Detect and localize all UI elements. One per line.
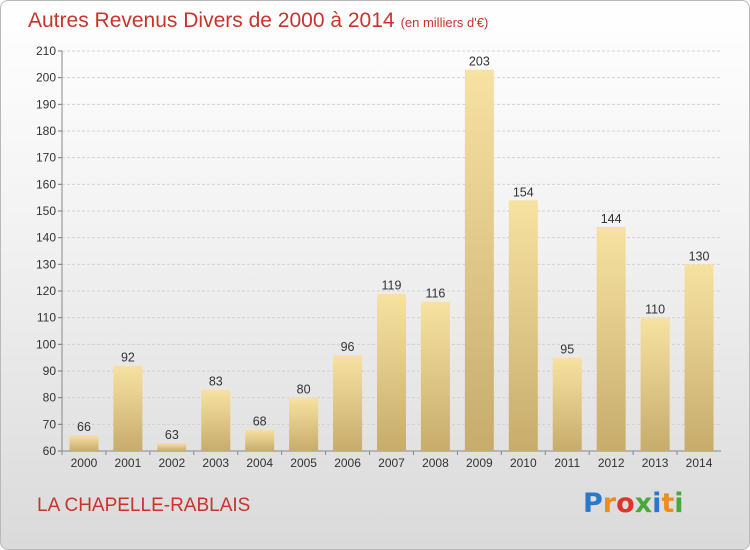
y-tick-label: 70 [43,417,57,431]
commune-name: LA CHAPELLE-RABLAIS [37,495,251,516]
y-tick-label: 90 [43,364,57,378]
logo-letter: i [674,488,684,519]
x-tick-label: 2000 [71,456,98,470]
proxiti-logo: Proxiti [583,488,684,519]
bar-2000 [69,435,99,451]
y-tick-label: 200 [36,71,56,85]
value-label: 110 [645,303,665,317]
value-label: 96 [341,340,355,354]
x-tick-label: 2009 [466,456,493,470]
bar-2002 [157,443,187,451]
value-label: 154 [513,185,534,199]
bar-2013 [640,317,670,451]
bar-2010 [508,200,538,451]
bar-2008 [420,301,450,451]
bar-2005 [289,397,319,451]
bar-2011 [552,357,582,451]
y-tick-label: 100 [36,337,56,351]
y-tick-label: 180 [36,124,56,138]
x-tick-label: 2008 [422,456,449,470]
value-label: 144 [601,212,622,226]
value-label: 80 [297,383,311,397]
x-tick-label: 2004 [246,456,273,470]
logo-letter: x [634,488,653,519]
bar-2014 [684,264,714,451]
x-tick-label: 2002 [158,456,185,470]
bar-2007 [377,293,406,451]
y-tick-label: 130 [36,257,56,271]
bar-2009 [464,69,494,452]
x-tick-label: 2013 [642,456,669,470]
y-tick-label: 110 [37,311,56,325]
value-label: 203 [469,55,490,69]
bar-2001 [113,365,143,451]
x-tick-label: 2007 [378,456,405,470]
logo-letter: i [652,488,662,519]
x-tick-label: 2006 [334,456,361,470]
x-tick-label: 2005 [290,456,317,470]
value-label: 119 [382,279,402,293]
value-label: 92 [121,351,135,365]
x-tick-label: 2014 [686,456,713,470]
y-tick-label: 120 [36,284,56,298]
y-tick-label: 210 [36,44,56,58]
logo-letter: o [616,488,635,519]
title-text: Autres Revenus Divers de 2000 à 2014 [28,9,395,32]
bar-2003 [201,389,231,451]
logo-letter: P [583,488,603,519]
x-tick-label: 2003 [202,456,229,470]
value-label: 116 [425,287,445,301]
x-tick-label: 2010 [510,456,537,470]
bar-2012 [596,227,626,451]
x-tick-label: 2011 [554,456,580,470]
bar-2004 [245,429,275,451]
x-tick-label: 2012 [598,456,625,470]
value-label: 66 [77,420,91,434]
y-tick-label: 190 [36,97,56,111]
x-tick-label: 2001 [115,456,142,470]
y-tick-label: 80 [43,391,57,405]
bar-2006 [333,355,363,451]
y-tick-label: 170 [36,151,56,165]
y-tick-label: 150 [36,204,56,218]
value-label: 63 [165,428,179,442]
chart-subtitle: (en milliers d'€) [400,15,489,30]
y-tick-label: 140 [36,231,56,245]
y-tick-label: 60 [43,444,57,458]
value-label: 68 [253,415,267,429]
value-label: 83 [209,375,223,389]
value-label: 95 [560,343,574,357]
logo-letter: t [661,488,675,519]
y-tick-label: 160 [36,177,56,191]
chart-title: Autres Revenus Divers de 2000 à 2014 (en … [28,9,488,33]
logo-letter: r [602,488,617,519]
value-label: 130 [689,249,710,263]
